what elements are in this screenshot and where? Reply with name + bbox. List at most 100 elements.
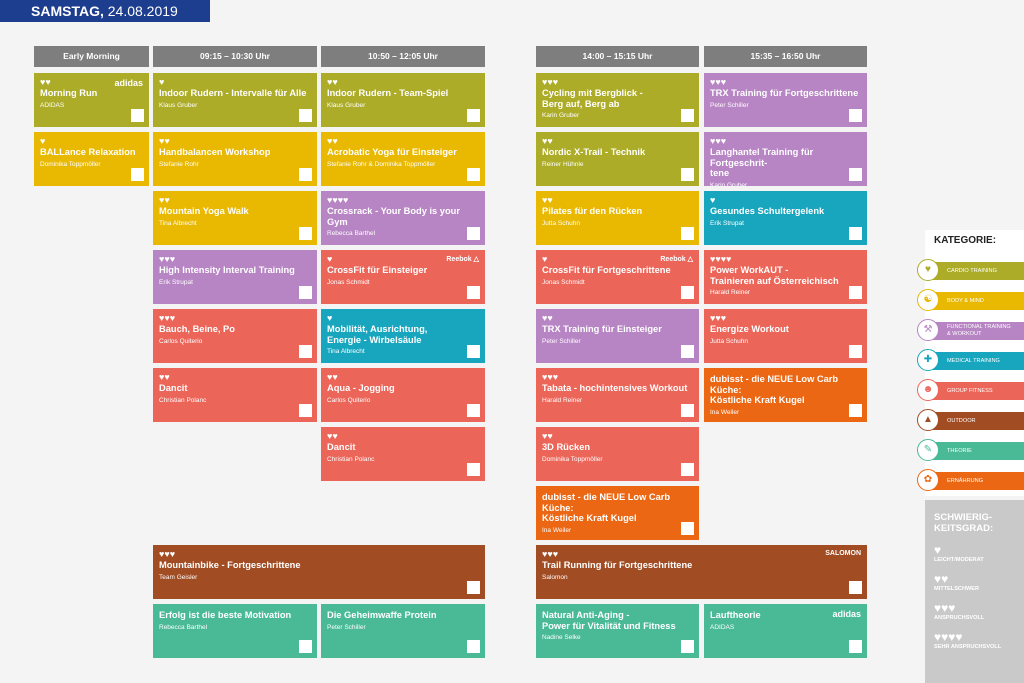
- session-checkbox[interactable]: [467, 168, 480, 181]
- session-trainer: Jutta Schuhn: [542, 219, 580, 227]
- session-card[interactable]: ♥ CrossFit für Einsteiger Jonas Schmidt Ree…: [321, 250, 485, 304]
- session-card[interactable]: ♥♥ 3D Rücken Dominika Toppmöller: [536, 427, 699, 481]
- session-checkbox[interactable]: [681, 286, 694, 299]
- session-checkbox[interactable]: [299, 168, 312, 181]
- session-card[interactable]: ♥♥ Acrobatic Yoga für Einsteiger Stefanie …: [321, 132, 485, 186]
- session-card[interactable]: ♥ Gesundes Schultergelenk Erik Strupat: [704, 191, 867, 245]
- session-card[interactable]: ♥♥ Morning Run ADIDAS adidas: [34, 73, 149, 127]
- session-checkbox[interactable]: [849, 227, 862, 240]
- difficulty-hearts-icon: ♥♥: [542, 313, 553, 323]
- session-trainer: ADIDAS: [710, 623, 735, 631]
- session-title: Trail Running für Fortgeschrittene: [542, 560, 693, 570]
- session-checkbox[interactable]: [467, 345, 480, 358]
- day-label: SAMSTAG,: [31, 3, 104, 19]
- session-checkbox[interactable]: [467, 227, 480, 240]
- session-card[interactable]: ♥♥♥ Langhantel Training für Fortgeschrit-…: [704, 132, 867, 186]
- session-title: Mountain Yoga Walk: [159, 206, 249, 216]
- legend-item-body: BODY & MIND ☯: [917, 289, 1024, 311]
- session-checkbox[interactable]: [681, 168, 694, 181]
- session-card[interactable]: ♥♥ Indoor Rudern - Team-Spiel Klaus Gruber: [321, 73, 485, 127]
- session-checkbox[interactable]: [467, 640, 480, 653]
- session-title: Handbalancen Workshop: [159, 147, 271, 157]
- difficulty-hearts-icon: ♥♥: [159, 136, 170, 146]
- session-card[interactable]: ♥♥ Handbalancen Workshop Stefanie Rohr: [153, 132, 317, 186]
- session-checkbox[interactable]: [681, 345, 694, 358]
- session-card[interactable]: ♥♥ Pilates für den Rücken Jutta Schuhn: [536, 191, 699, 245]
- session-card[interactable]: ♥♥ Aqua - Jogging Carlos Quiterio: [321, 368, 485, 422]
- session-card[interactable]: ♥♥ TRX Training für Einsteiger Peter Schil…: [536, 309, 699, 363]
- difficulty-hearts-icon: ♥♥♥: [542, 549, 559, 559]
- session-card[interactable]: ♥♥♥ High Intensity Interval Training Erik …: [153, 250, 317, 304]
- session-title: Natural Anti-Aging - Power für Vitalität…: [542, 610, 676, 631]
- food-icon: ✿: [917, 469, 939, 491]
- session-card[interactable]: ♥♥ Nordic X-Trail - Technik Reiner Hühnle: [536, 132, 699, 186]
- legend-label: THEORIE: [947, 448, 972, 454]
- session-card[interactable]: ♥♥♥ Mountainbike - Fortgeschrittene Team G…: [153, 545, 485, 599]
- session-checkbox[interactable]: [467, 404, 480, 417]
- session-checkbox[interactable]: [299, 640, 312, 653]
- session-card[interactable]: ♥ BALLance Relaxation Dominika Toppmöller: [34, 132, 149, 186]
- difficulty-label: ANSPRUCHSVOLL: [934, 615, 985, 621]
- session-card[interactable]: ♥♥♥♥ Power WorkAUT - Trainieren auf Öster…: [704, 250, 867, 304]
- session-checkbox[interactable]: [849, 640, 862, 653]
- session-checkbox[interactable]: [681, 640, 694, 653]
- session-checkbox[interactable]: [681, 109, 694, 122]
- session-trainer: Dominika Toppmöller: [542, 455, 603, 463]
- session-checkbox[interactable]: [681, 404, 694, 417]
- session-checkbox[interactable]: [849, 345, 862, 358]
- session-card[interactable]: ♥♥ Dancit Christian Polanc: [153, 368, 317, 422]
- session-checkbox[interactable]: [467, 463, 480, 476]
- session-trainer: Rebecca Barthel: [327, 230, 376, 237]
- session-title: Die Geheimwaffe Protein: [327, 610, 437, 620]
- session-card[interactable]: ♥♥ Mountain Yoga Walk Tina Albrecht: [153, 191, 317, 245]
- session-card[interactable]: Die Geheimwaffe Protein Peter Schiller: [321, 604, 485, 658]
- session-card[interactable]: Lauftheorie ADIDAS adidas: [704, 604, 867, 658]
- session-checkbox[interactable]: [467, 581, 480, 594]
- session-checkbox[interactable]: [299, 109, 312, 122]
- session-card[interactable]: Erfolg ist die beste Motivation Rebecca B…: [153, 604, 317, 658]
- session-card[interactable]: dubisst - die NEUE Low Carb Küche: Köstl…: [704, 368, 867, 422]
- session-checkbox[interactable]: [849, 404, 862, 417]
- session-card[interactable]: ♥♥♥ Trail Running für Fortgeschrittene Sal…: [536, 545, 867, 599]
- session-checkbox[interactable]: [681, 522, 694, 535]
- session-trainer: Ina Weiler: [710, 408, 740, 416]
- session-trainer: Nadine Selke: [542, 634, 581, 641]
- session-checkbox[interactable]: [467, 109, 480, 122]
- difficulty-hearts-icon: ♥♥: [327, 77, 338, 87]
- session-title: Erfolg ist die beste Motivation: [159, 610, 292, 620]
- session-card[interactable]: ♥ CrossFit für Fortgeschrittene Jonas Schm…: [536, 250, 699, 304]
- session-trainer: Peter Schiller: [710, 101, 749, 109]
- session-card[interactable]: ♥♥ Dancit Christian Polanc: [321, 427, 485, 481]
- session-checkbox[interactable]: [131, 109, 144, 122]
- session-title: Langhantel Training für Fortgeschrit- te…: [710, 147, 814, 178]
- brand-logo: SALOMON: [825, 550, 861, 557]
- session-checkbox[interactable]: [681, 227, 694, 240]
- session-checkbox[interactable]: [849, 168, 862, 181]
- session-checkbox[interactable]: [299, 227, 312, 240]
- session-card[interactable]: Natural Anti-Aging - Power für Vitalität…: [536, 604, 699, 658]
- session-checkbox[interactable]: [849, 581, 862, 594]
- session-checkbox[interactable]: [131, 168, 144, 181]
- session-checkbox[interactable]: [299, 286, 312, 299]
- date-bar: SAMSTAG, 24.08.2019: [0, 0, 210, 22]
- session-checkbox[interactable]: [849, 109, 862, 122]
- legend-item-theo: THEORIE ✎: [917, 439, 1024, 461]
- difficulty-hearts-icon: ♥♥♥: [710, 136, 727, 146]
- difficulty-hearts-icon: ♥♥: [542, 136, 553, 146]
- session-checkbox[interactable]: [467, 286, 480, 299]
- session-card[interactable]: ♥♥♥ Cycling mit Bergblick - Berg auf, Ber…: [536, 73, 699, 127]
- session-checkbox[interactable]: [299, 404, 312, 417]
- session-checkbox[interactable]: [681, 463, 694, 476]
- session-checkbox[interactable]: [299, 345, 312, 358]
- session-card[interactable]: ♥♥♥ TRX Training für Fortgeschrittene Pete…: [704, 73, 867, 127]
- session-card[interactable]: ♥♥♥ Bauch, Beine, Po Carlos Quiterio: [153, 309, 317, 363]
- session-title: Power WorkAUT - Trainieren auf Österreic…: [710, 265, 839, 286]
- session-card[interactable]: ♥♥♥♥ Crossrack - Your Body is your Gym Reb…: [321, 191, 485, 245]
- session-card[interactable]: ♥♥♥ Tabata - hochintensives Workout Harald…: [536, 368, 699, 422]
- session-trainer: Erik Strupat: [710, 219, 744, 227]
- session-card[interactable]: ♥ Mobilität, Ausrichtung, Energie - Wirbe…: [321, 309, 485, 363]
- session-card[interactable]: dubisst - die NEUE Low Carb Küche: Köstl…: [536, 486, 699, 540]
- session-card[interactable]: ♥ Indoor Rudern - Intervalle für Alle Klau…: [153, 73, 317, 127]
- session-checkbox[interactable]: [849, 286, 862, 299]
- session-card[interactable]: ♥♥♥ Energize Workout Jutta Schuhn: [704, 309, 867, 363]
